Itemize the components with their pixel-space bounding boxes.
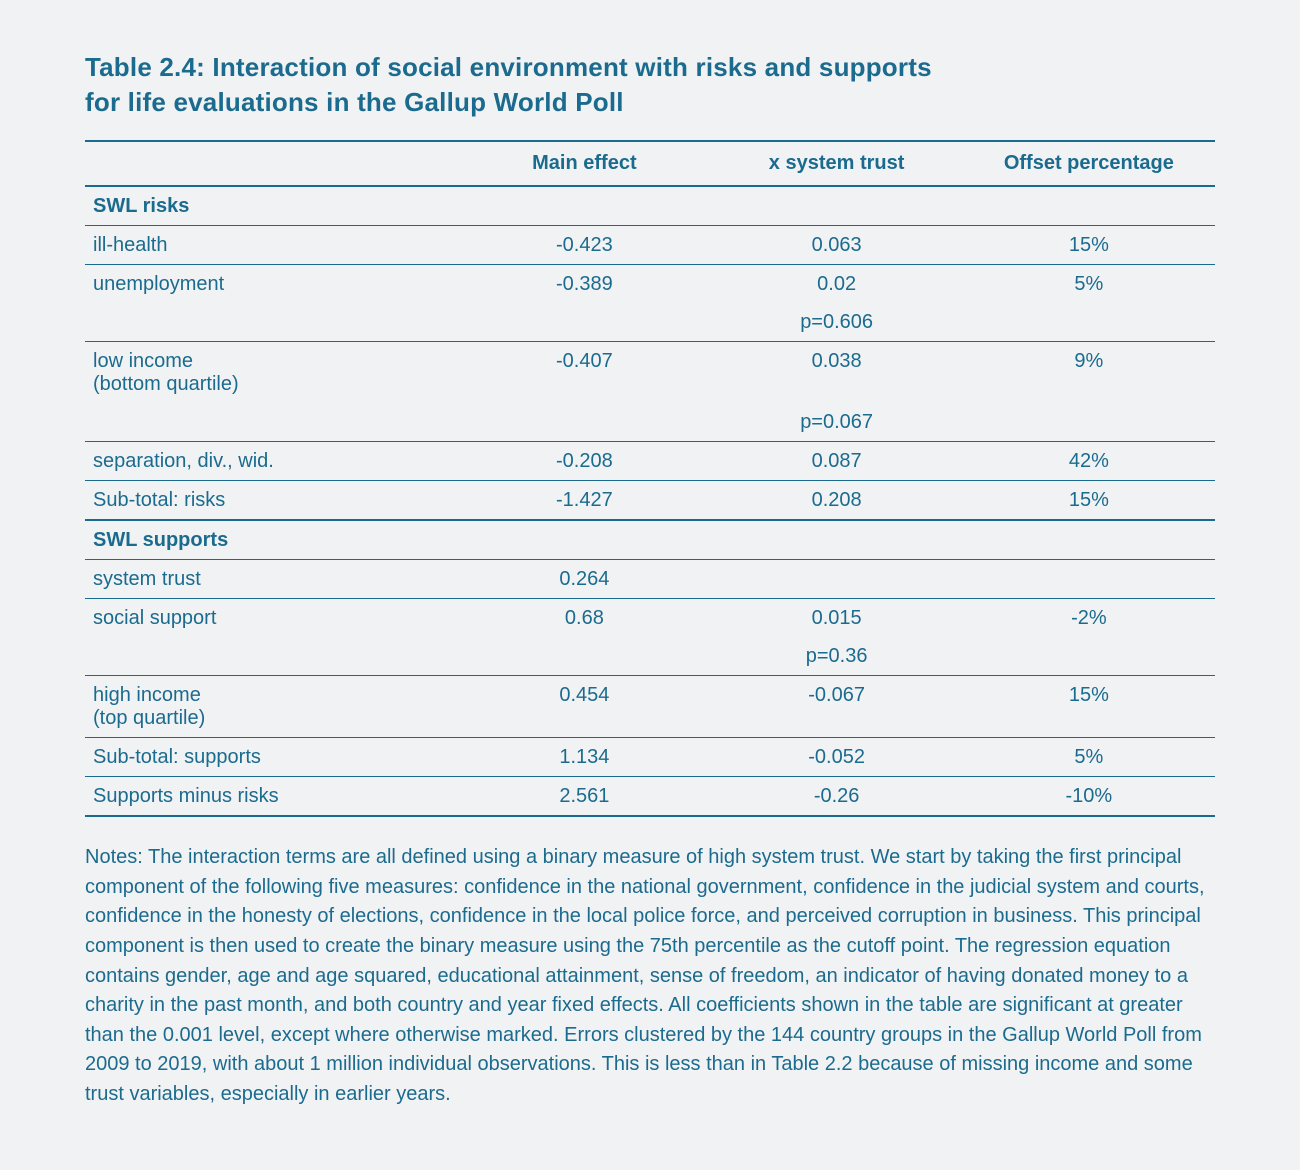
cell-main: -0.389 [458,265,710,304]
row-separation: separation, div., wid. -0.208 0.087 42% [85,442,1215,481]
col-blank [85,141,458,186]
cell-offset: 15% [963,676,1215,738]
cell-main: 2.561 [458,777,710,817]
cell-offset [963,560,1215,599]
row-social-support: social support 0.68 0.015 -2% [85,599,1215,638]
row-high-income: high income (top quartile) 0.454 -0.067 … [85,676,1215,738]
col-offset: Offset percentage [963,141,1215,186]
cell-label: ill-health [85,226,458,265]
cell-label: separation, div., wid. [85,442,458,481]
title-line-2: for life evaluations in the Gallup World… [85,87,624,117]
row-system-trust: system trust 0.264 [85,560,1215,599]
cell-trust: 0.208 [711,481,963,521]
table-figure: Table 2.4: Interaction of social environ… [0,0,1300,1170]
cell-pvalue: p=0.606 [711,303,963,342]
cell-offset: 5% [963,738,1215,777]
cell-trust: 0.063 [711,226,963,265]
cell-trust: 0.087 [711,442,963,481]
cell-offset: 15% [963,226,1215,265]
cell-pvalue: p=0.067 [711,403,963,442]
cell-trust: -0.067 [711,676,963,738]
cell-offset: -10% [963,777,1215,817]
cell-main: -0.423 [458,226,710,265]
cell-main: 0.264 [458,560,710,599]
cell-main: -1.427 [458,481,710,521]
cell-main: 0.454 [458,676,710,738]
row-subtotal-supports: Sub-total: supports 1.134 -0.052 5% [85,738,1215,777]
row-social-support-p: p=0.36 [85,637,1215,676]
cell-label: Sub-total: risks [85,481,458,521]
cell-offset: 42% [963,442,1215,481]
risks-header: SWL risks [85,186,458,226]
row-unemployment: unemployment -0.389 0.02 5% [85,265,1215,304]
cell-main: 1.134 [458,738,710,777]
table-title: Table 2.4: Interaction of social environ… [85,50,1215,120]
cell-label: unemployment [85,265,458,304]
cell-main: -0.407 [458,342,710,404]
cell-trust: 0.02 [711,265,963,304]
row-supports-minus-risks: Supports minus risks 2.561 -0.26 -10% [85,777,1215,817]
row-low-income: low income (bottom quartile) -0.407 0.03… [85,342,1215,404]
cell-label: high income (top quartile) [85,676,458,738]
cell-offset: 15% [963,481,1215,521]
col-main-effect: Main effect [458,141,710,186]
cell-offset: -2% [963,599,1215,638]
section-risks: SWL risks [85,186,1215,226]
cell-pvalue: p=0.36 [711,637,963,676]
col-system-trust: x system trust [711,141,963,186]
cell-main: -0.208 [458,442,710,481]
data-table: Main effect x system trust Offset percen… [85,140,1215,817]
cell-label: low income (bottom quartile) [85,342,458,404]
row-ill-health: ill-health -0.423 0.063 15% [85,226,1215,265]
supports-header: SWL supports [85,520,458,560]
cell-trust [711,560,963,599]
cell-trust: -0.26 [711,777,963,817]
cell-label: Supports minus risks [85,777,458,817]
section-supports: SWL supports [85,520,1215,560]
cell-label: Sub-total: supports [85,738,458,777]
table-notes: Notes: The interaction terms are all def… [85,843,1215,1109]
cell-offset: 5% [963,265,1215,304]
title-line-1: Table 2.4: Interaction of social environ… [85,52,932,82]
cell-label: system trust [85,560,458,599]
row-subtotal-risks: Sub-total: risks -1.427 0.208 15% [85,481,1215,521]
row-low-income-p: p=0.067 [85,403,1215,442]
cell-main: 0.68 [458,599,710,638]
header-row: Main effect x system trust Offset percen… [85,141,1215,186]
row-unemployment-p: p=0.606 [85,303,1215,342]
cell-offset: 9% [963,342,1215,404]
cell-label: social support [85,599,458,638]
cell-trust: 0.015 [711,599,963,638]
cell-trust: 0.038 [711,342,963,404]
cell-trust: -0.052 [711,738,963,777]
